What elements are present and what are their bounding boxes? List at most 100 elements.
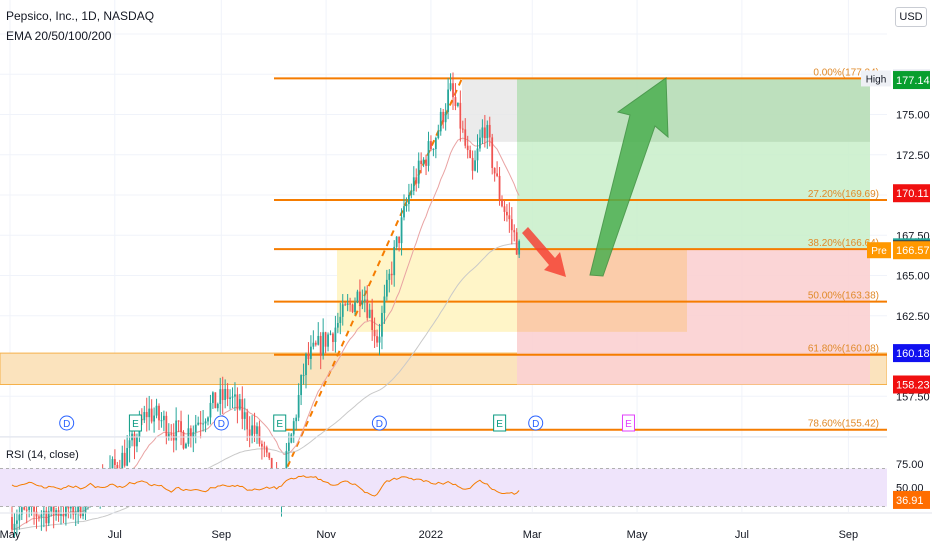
earnings-marker	[273, 414, 287, 432]
candle-body	[123, 452, 126, 466]
time-axis[interactable]: May Jul Sep Nov 2022 Mar May Jul Sep	[0, 512, 932, 541]
candle-body	[442, 111, 445, 123]
time-tick-label: May	[627, 529, 648, 541]
candle-body	[452, 83, 454, 98]
candle-body	[346, 303, 349, 305]
candle-body	[390, 273, 393, 276]
candle-body	[261, 443, 263, 447]
price-tag-prefix	[867, 242, 891, 259]
candle-body	[219, 389, 222, 404]
candle-body	[444, 112, 447, 123]
earnings-marker	[128, 414, 142, 432]
rsi-pane: RSI (14, close)	[0, 436, 887, 507]
candle-body	[432, 148, 435, 150]
candle-body	[221, 389, 224, 401]
event-letter: E	[496, 419, 503, 430]
candle-body	[427, 141, 430, 166]
price-tag-value: 166.57	[896, 245, 930, 257]
candle-body	[216, 403, 219, 409]
candle-body	[128, 440, 131, 449]
candle-body	[329, 333, 332, 335]
candle-body	[373, 329, 376, 337]
ema-line	[11, 243, 520, 531]
candle-body	[185, 443, 187, 449]
candle-body	[114, 459, 116, 465]
candle-body	[371, 309, 374, 330]
candle-body	[410, 190, 413, 195]
price-tag-value: 160.18	[896, 348, 930, 360]
candle-body	[518, 241, 521, 255]
ema-legend: EMA 20/50/100/200	[6, 29, 112, 43]
candle-body	[248, 429, 251, 436]
projection-arrows[interactable]	[522, 77, 669, 277]
rsi-last-tag	[893, 490, 930, 509]
candle-body	[199, 422, 202, 425]
candle-body	[314, 342, 317, 345]
candle-body	[116, 464, 119, 472]
candle-body	[302, 375, 305, 377]
axis-background	[887, 0, 932, 550]
fib-level-label: 50.00%(163.38)	[808, 291, 879, 302]
candle-body	[501, 199, 503, 207]
candle-body	[479, 137, 481, 149]
fibonacci-retracement[interactable]: 0.00%(177.24) 27.20%(169.69) 38.20%(166.64…	[274, 67, 887, 478]
candle-body	[385, 279, 388, 297]
candle-body	[204, 421, 207, 424]
candle-body	[319, 335, 322, 356]
candle-body	[317, 335, 320, 345]
candle-body	[212, 392, 214, 403]
candle-body	[493, 167, 496, 174]
candle-body	[290, 434, 293, 443]
price-tag	[893, 184, 930, 203]
candle-body	[361, 300, 364, 305]
candle-body	[508, 215, 511, 220]
candle-body	[310, 346, 312, 359]
candle-body	[192, 432, 195, 438]
candle-body	[187, 428, 190, 444]
candle-body	[177, 420, 180, 422]
candle-body	[425, 159, 427, 166]
candle-body	[256, 426, 258, 434]
candle-body	[359, 291, 361, 305]
fib-level-label: 78.60%(155.42)	[808, 419, 879, 430]
candle-body	[430, 141, 432, 150]
target-zone-top	[517, 78, 870, 142]
currency-button[interactable]: USD	[895, 7, 927, 27]
candle-body	[160, 420, 163, 422]
candle-body	[226, 388, 229, 399]
dividend-marker	[371, 415, 387, 431]
candle-body	[287, 442, 290, 451]
rsi-band	[0, 468, 887, 507]
candle-body	[182, 432, 185, 449]
candle-body	[461, 128, 464, 130]
time-tick-label: Jul	[108, 529, 122, 541]
candle-body	[336, 322, 339, 328]
candle-body	[354, 302, 356, 312]
price-tick-label: 175.00	[896, 110, 930, 122]
candle-body	[393, 246, 396, 276]
candle-body	[143, 412, 146, 421]
symbol-title: Pepsico, Inc., 1D, NASDAQ	[6, 9, 155, 23]
price-axis[interactable]: 177.50175.00172.50170.00167.50165.00162.…	[861, 0, 932, 550]
candle-body	[376, 336, 378, 343]
candle-body	[197, 422, 200, 425]
candle-body	[447, 89, 449, 113]
candle-body	[11, 517, 13, 530]
candle-body	[510, 219, 513, 231]
candle-body	[33, 503, 35, 512]
candle-body	[496, 173, 498, 176]
candle-body	[175, 420, 178, 441]
candle-body	[503, 206, 506, 212]
candle-body	[498, 175, 501, 200]
candle-body	[449, 83, 452, 90]
candle-body	[356, 291, 359, 303]
price-tick-label: 165.00	[896, 271, 930, 283]
candle-body	[82, 513, 84, 517]
candle-body	[243, 412, 246, 419]
price-tick-label: 157.50	[896, 391, 930, 403]
candle-body	[368, 309, 371, 318]
candle-body	[471, 157, 474, 171]
candle-body	[167, 433, 170, 437]
candle-body	[322, 332, 325, 356]
